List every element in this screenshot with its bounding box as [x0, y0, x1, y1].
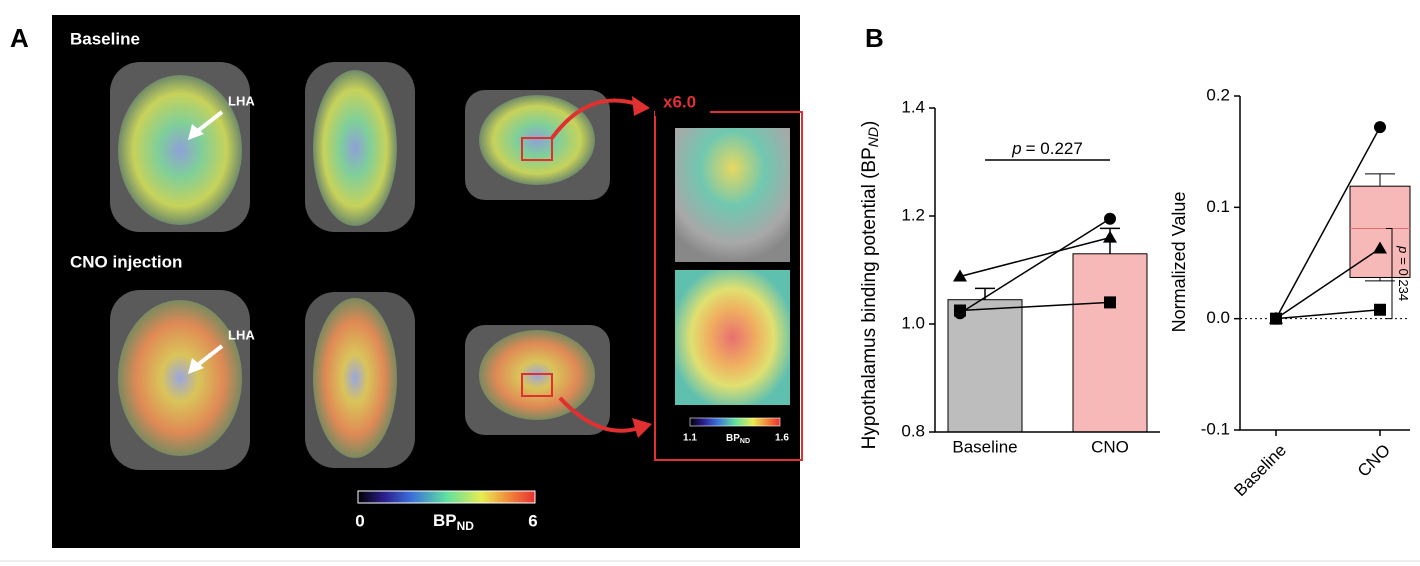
subject-line [1275, 126, 1381, 320]
x-tick-label: Baseline [952, 437, 1017, 456]
bar [947, 299, 1023, 433]
colorbar-max: 1.6 [775, 433, 789, 444]
subject-line [1275, 309, 1381, 320]
y-tick-label: 0.1 [1206, 197, 1230, 216]
colorbar [357, 490, 536, 504]
point [1103, 230, 1117, 243]
p-symbol: p [1011, 139, 1021, 158]
y-tick-label: 1.4 [901, 97, 925, 116]
region-label: LHA [228, 93, 255, 108]
label: BP [726, 433, 740, 444]
p-value: = 0.227 [1026, 139, 1083, 158]
panel-label: A [10, 23, 29, 53]
point [1270, 312, 1282, 325]
p-symbol: p [1396, 245, 1411, 253]
label: Hypothalamus binding potential (BP [859, 147, 880, 449]
point [1374, 303, 1386, 316]
x-tick-label: CNO [1354, 441, 1394, 481]
y-axis-label: Hypothalamus binding potential (BPND) [859, 121, 881, 450]
colorbar-label: BPND [726, 433, 750, 445]
annotation: p = 0.234 [1396, 245, 1411, 301]
panel-label: B [865, 23, 884, 53]
point [1104, 212, 1116, 225]
subject-line [959, 301, 1111, 312]
label-sub: ND [740, 438, 750, 445]
subject-line [959, 236, 1111, 278]
y-tick-label: 0.0 [1206, 308, 1230, 327]
zoom-label: x6.0 [663, 92, 696, 111]
brain-images [110, 62, 803, 470]
annotation: p = 0.227 [1011, 139, 1083, 158]
point [1374, 121, 1386, 134]
subject-line [959, 218, 1111, 314]
colorbar-label: BPND [433, 511, 474, 533]
label-sub: ND [865, 127, 881, 147]
zoom-colorbar [689, 417, 781, 427]
y-axis-label: Normalized Value [1169, 192, 1189, 333]
colorbar-min: 0 [355, 511, 364, 530]
point [1104, 296, 1116, 309]
x-tick-label: Baseline [1230, 441, 1290, 501]
colorbar-max: 6 [528, 511, 537, 530]
subject-line [1275, 247, 1381, 320]
bracket [1386, 227, 1393, 320]
label: BP [433, 511, 457, 530]
point [953, 269, 967, 282]
point [954, 304, 966, 317]
label-close: ) [859, 121, 880, 127]
y-tick-label: 0.8 [901, 421, 925, 440]
y-tick-label: 1.0 [901, 313, 925, 332]
y-tick-label: 1.2 [901, 205, 925, 224]
row-label: Baseline [70, 29, 140, 48]
row-label: CNO injection [70, 252, 182, 271]
label-sub: ND [457, 519, 475, 533]
point [1373, 241, 1387, 254]
colorbar-min: 1.1 [683, 433, 697, 444]
bar [1072, 253, 1148, 433]
y-tick-label: -0.1 [1201, 419, 1230, 438]
x-tick-label: CNO [1091, 437, 1129, 456]
p-value: = 0.234 [1396, 257, 1411, 301]
y-tick-label: 0.2 [1206, 85, 1230, 104]
region-label: LHA [228, 327, 255, 342]
